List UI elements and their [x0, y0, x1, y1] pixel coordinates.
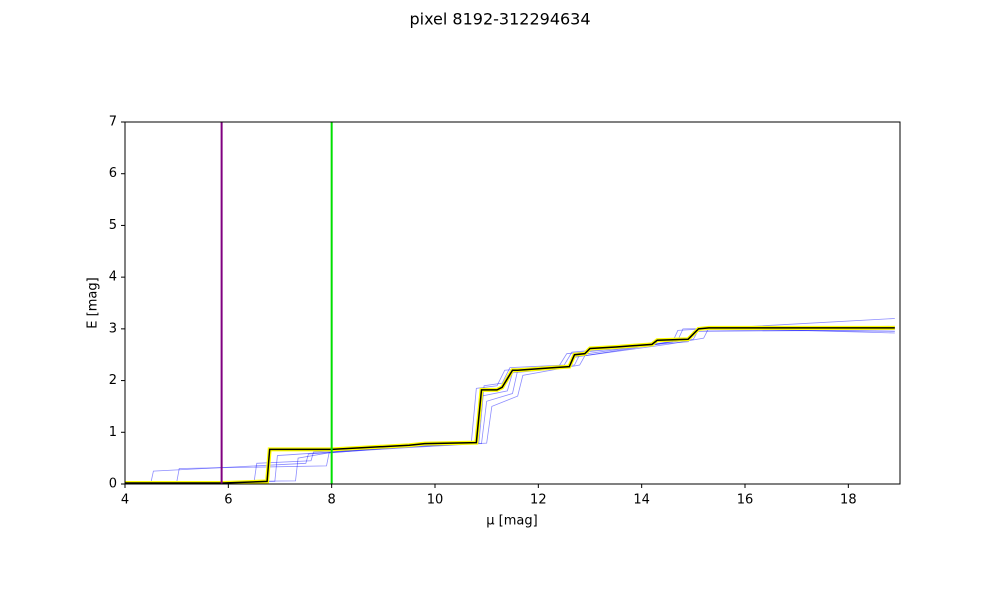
y-tick-label: 3 — [109, 321, 117, 336]
x-tick-label: 12 — [530, 493, 547, 508]
y-tick-label: 1 — [109, 425, 117, 440]
x-tick-label: 10 — [427, 493, 444, 508]
sample-line — [125, 318, 895, 484]
chart-title: pixel 8192-312294634 — [409, 10, 590, 29]
x-tick-label: 14 — [633, 493, 650, 508]
x-tick-label: 18 — [840, 493, 857, 508]
plot-layer — [125, 318, 895, 484]
x-tick-label: 16 — [737, 493, 754, 508]
sample-line — [125, 329, 895, 484]
plot-frame — [124, 121, 901, 485]
x-tick-label: 4 — [121, 493, 129, 508]
x-tick-label: 8 — [328, 493, 336, 508]
y-tick-label: 2 — [109, 373, 117, 388]
y-tick-label: 5 — [109, 218, 117, 233]
y-tick-label: 7 — [109, 115, 117, 130]
y-tick-label: 0 — [109, 477, 117, 492]
x-tick-label: 6 — [224, 493, 232, 508]
y-axis-label: E [mag] — [86, 277, 101, 328]
sample-line — [125, 327, 895, 483]
best-fit-line — [125, 327, 895, 484]
x-axis-label: μ [mag] — [486, 514, 537, 529]
best-fit-outline — [125, 325, 895, 484]
y-tick-label: 6 — [109, 166, 117, 181]
y-tick-label: 4 — [109, 270, 117, 285]
sample-line — [125, 325, 895, 484]
sample-line — [125, 329, 895, 484]
